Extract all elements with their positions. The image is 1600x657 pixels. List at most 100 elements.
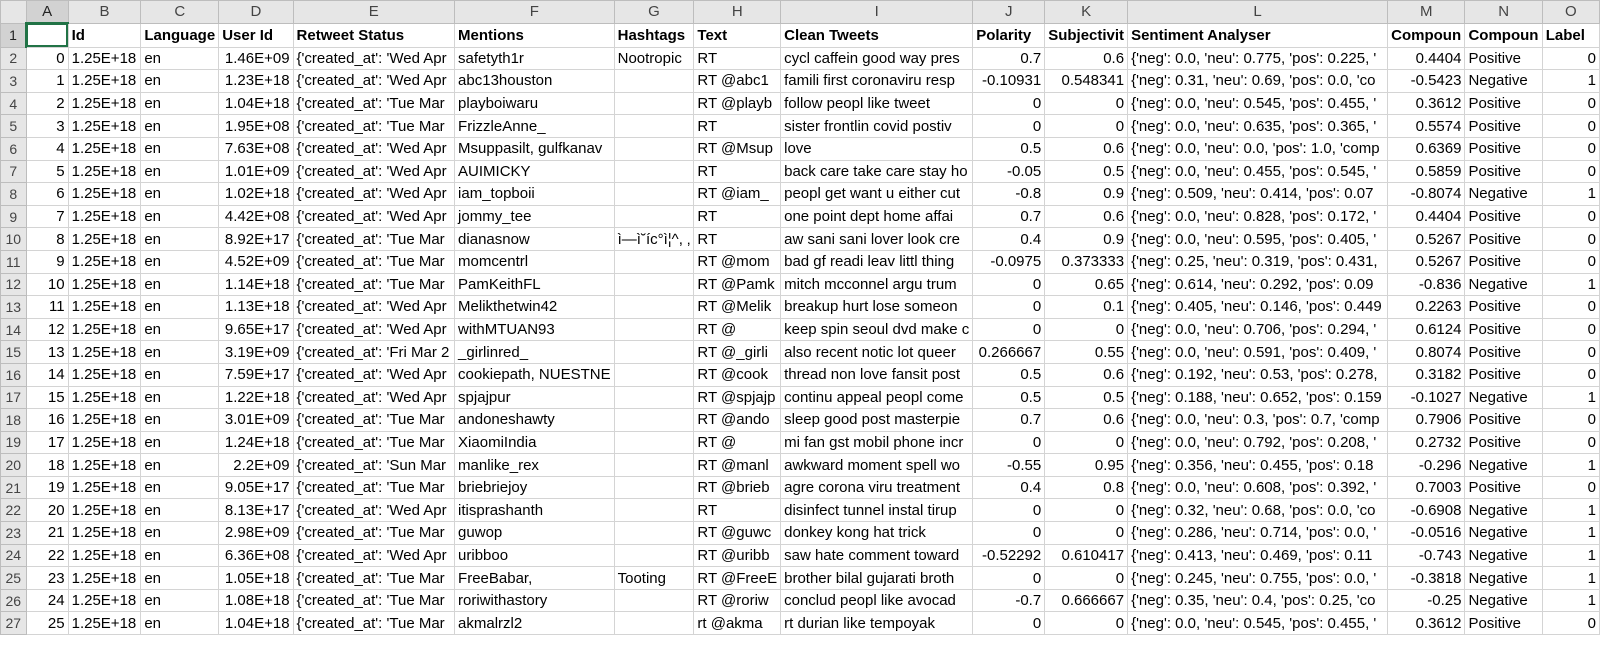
- data-cell[interactable]: {'neg': 0.25, 'neu': 0.319, 'pos': 0.431…: [1127, 249, 1389, 274]
- data-cell[interactable]: 1.25E+18: [67, 204, 142, 229]
- data-cell[interactable]: en: [140, 408, 220, 432]
- data-cell[interactable]: {'created_at': 'Tue Mar: [292, 566, 456, 590]
- data-cell[interactable]: 0: [1541, 227, 1600, 251]
- header-cell[interactable]: Language: [140, 22, 220, 48]
- data-cell[interactable]: 0: [1541, 136, 1600, 161]
- data-cell[interactable]: 0.4: [972, 475, 1046, 500]
- data-cell[interactable]: momcentrl: [454, 249, 615, 274]
- data-cell[interactable]: 1.24E+18: [218, 430, 294, 455]
- data-cell[interactable]: roriwithastory: [454, 588, 615, 613]
- data-cell[interactable]: cookiepath, NUESTNE: [454, 362, 615, 387]
- data-cell[interactable]: RT @ando: [693, 408, 782, 432]
- column-header-b[interactable]: B: [67, 0, 142, 24]
- data-cell[interactable]: 19: [25, 475, 69, 500]
- data-cell[interactable]: Negative: [1464, 385, 1543, 410]
- data-cell[interactable]: -0.743: [1387, 543, 1466, 568]
- data-cell[interactable]: 1.25E+18: [67, 295, 142, 319]
- data-cell[interactable]: Negative: [1464, 498, 1543, 523]
- data-cell[interactable]: 1.25E+18: [67, 453, 142, 477]
- data-cell[interactable]: 0: [1044, 91, 1129, 116]
- data-cell[interactable]: 0.6: [1044, 408, 1129, 432]
- data-cell[interactable]: 0.7003: [1387, 475, 1466, 500]
- data-cell[interactable]: {'neg': 0.0, 'neu': 0.792, 'pos': 0.208,…: [1127, 430, 1389, 455]
- data-cell[interactable]: 0: [1541, 430, 1600, 455]
- data-cell[interactable]: RT @uribb: [693, 543, 782, 568]
- data-cell[interactable]: [613, 295, 695, 319]
- data-cell[interactable]: [613, 204, 695, 229]
- data-cell[interactable]: 0: [972, 272, 1046, 297]
- row-header[interactable]: 13: [0, 295, 27, 319]
- data-cell[interactable]: 1: [1541, 272, 1600, 297]
- data-cell[interactable]: RT @Pamk: [693, 272, 782, 297]
- row-header[interactable]: 15: [0, 340, 27, 364]
- data-cell[interactable]: _girlinred_: [454, 340, 615, 364]
- row-header[interactable]: 24: [0, 543, 27, 568]
- data-cell[interactable]: 21: [25, 521, 69, 545]
- data-cell[interactable]: 0: [1541, 114, 1600, 138]
- data-cell[interactable]: 1: [1541, 69, 1600, 93]
- data-cell[interactable]: -0.3818: [1387, 566, 1466, 590]
- data-cell[interactable]: 24: [25, 588, 69, 613]
- data-cell[interactable]: [613, 408, 695, 432]
- data-cell[interactable]: Positive: [1464, 159, 1543, 184]
- column-header-e[interactable]: E: [292, 0, 456, 24]
- data-cell[interactable]: keep spin seoul dvd make c: [780, 317, 974, 342]
- data-cell[interactable]: 1: [1541, 385, 1600, 410]
- data-cell[interactable]: 0.5: [972, 362, 1046, 387]
- data-cell[interactable]: -0.296: [1387, 453, 1466, 477]
- data-cell[interactable]: {'neg': 0.286, 'neu': 0.714, 'pos': 0.0,…: [1127, 521, 1389, 545]
- data-cell[interactable]: 2.98E+09: [218, 521, 294, 545]
- data-cell[interactable]: Positive: [1464, 91, 1543, 116]
- data-cell[interactable]: ì—ì˘íc°ì¦^, ‚: [613, 227, 695, 251]
- data-cell[interactable]: 1.25E+18: [67, 317, 142, 342]
- data-cell[interactable]: Negative: [1464, 588, 1543, 613]
- data-cell[interactable]: {'created_at': 'Tue Mar: [292, 408, 456, 432]
- data-cell[interactable]: 14: [25, 362, 69, 387]
- row-header[interactable]: 25: [0, 566, 27, 590]
- data-cell[interactable]: -0.05: [972, 159, 1046, 184]
- data-cell[interactable]: {'created_at': 'Tue Mar: [292, 91, 456, 116]
- data-cell[interactable]: {'created_at': 'Wed Apr: [292, 543, 456, 568]
- data-cell[interactable]: en: [140, 543, 220, 568]
- data-cell[interactable]: 0: [1541, 249, 1600, 274]
- data-cell[interactable]: RT @guwc: [693, 521, 782, 545]
- data-cell[interactable]: 0: [1541, 317, 1600, 342]
- column-header-i[interactable]: I: [780, 0, 974, 24]
- data-cell[interactable]: 1.95E+08: [218, 114, 294, 138]
- row-header[interactable]: 20: [0, 453, 27, 477]
- data-cell[interactable]: -0.25: [1387, 588, 1466, 613]
- data-cell[interactable]: 0.4404: [1387, 204, 1466, 229]
- header-cell[interactable]: Clean Tweets: [780, 22, 974, 48]
- data-cell[interactable]: RT @cook: [693, 362, 782, 387]
- data-cell[interactable]: [613, 611, 695, 636]
- data-cell[interactable]: {'neg': 0.0, 'neu': 0.3, 'pos': 0.7, 'co…: [1127, 408, 1389, 432]
- data-cell[interactable]: 1: [1541, 543, 1600, 568]
- data-cell[interactable]: {'created_at': 'Wed Apr: [292, 385, 456, 410]
- data-cell[interactable]: Positive: [1464, 430, 1543, 455]
- data-cell[interactable]: 0.610417: [1044, 543, 1129, 568]
- data-cell[interactable]: peopl get want u either cut: [780, 182, 974, 206]
- data-cell[interactable]: [613, 340, 695, 364]
- data-cell[interactable]: 0.5: [1044, 159, 1129, 184]
- data-cell[interactable]: bad gf readi leav littl thing: [780, 249, 974, 274]
- data-cell[interactable]: {'created_at': 'Tue Mar: [292, 475, 456, 500]
- data-cell[interactable]: 0: [972, 566, 1046, 590]
- data-cell[interactable]: PamKeithFL: [454, 272, 615, 297]
- data-cell[interactable]: jommy_tee: [454, 204, 615, 229]
- data-cell[interactable]: 0.6: [1044, 136, 1129, 161]
- header-cell[interactable]: Polarity: [972, 22, 1046, 48]
- data-cell[interactable]: 0: [1044, 430, 1129, 455]
- row-header[interactable]: 17: [0, 385, 27, 410]
- data-cell[interactable]: [613, 272, 695, 297]
- data-cell[interactable]: RT @manl: [693, 453, 782, 477]
- data-cell[interactable]: {'neg': 0.192, 'neu': 0.53, 'pos': 0.278…: [1127, 362, 1389, 387]
- data-cell[interactable]: 0: [1044, 114, 1129, 138]
- data-cell[interactable]: -0.5423: [1387, 69, 1466, 93]
- data-cell[interactable]: thread non love fansit post: [780, 362, 974, 387]
- data-cell[interactable]: {'neg': 0.0, 'neu': 0.0, 'pos': 1.0, 'co…: [1127, 136, 1389, 161]
- data-cell[interactable]: {'neg': 0.509, 'neu': 0.414, 'pos': 0.07: [1127, 182, 1389, 206]
- header-cell[interactable]: Id: [67, 22, 142, 48]
- data-cell[interactable]: 0: [1541, 362, 1600, 387]
- data-cell[interactable]: Negative: [1464, 182, 1543, 206]
- data-cell[interactable]: -0.1027: [1387, 385, 1466, 410]
